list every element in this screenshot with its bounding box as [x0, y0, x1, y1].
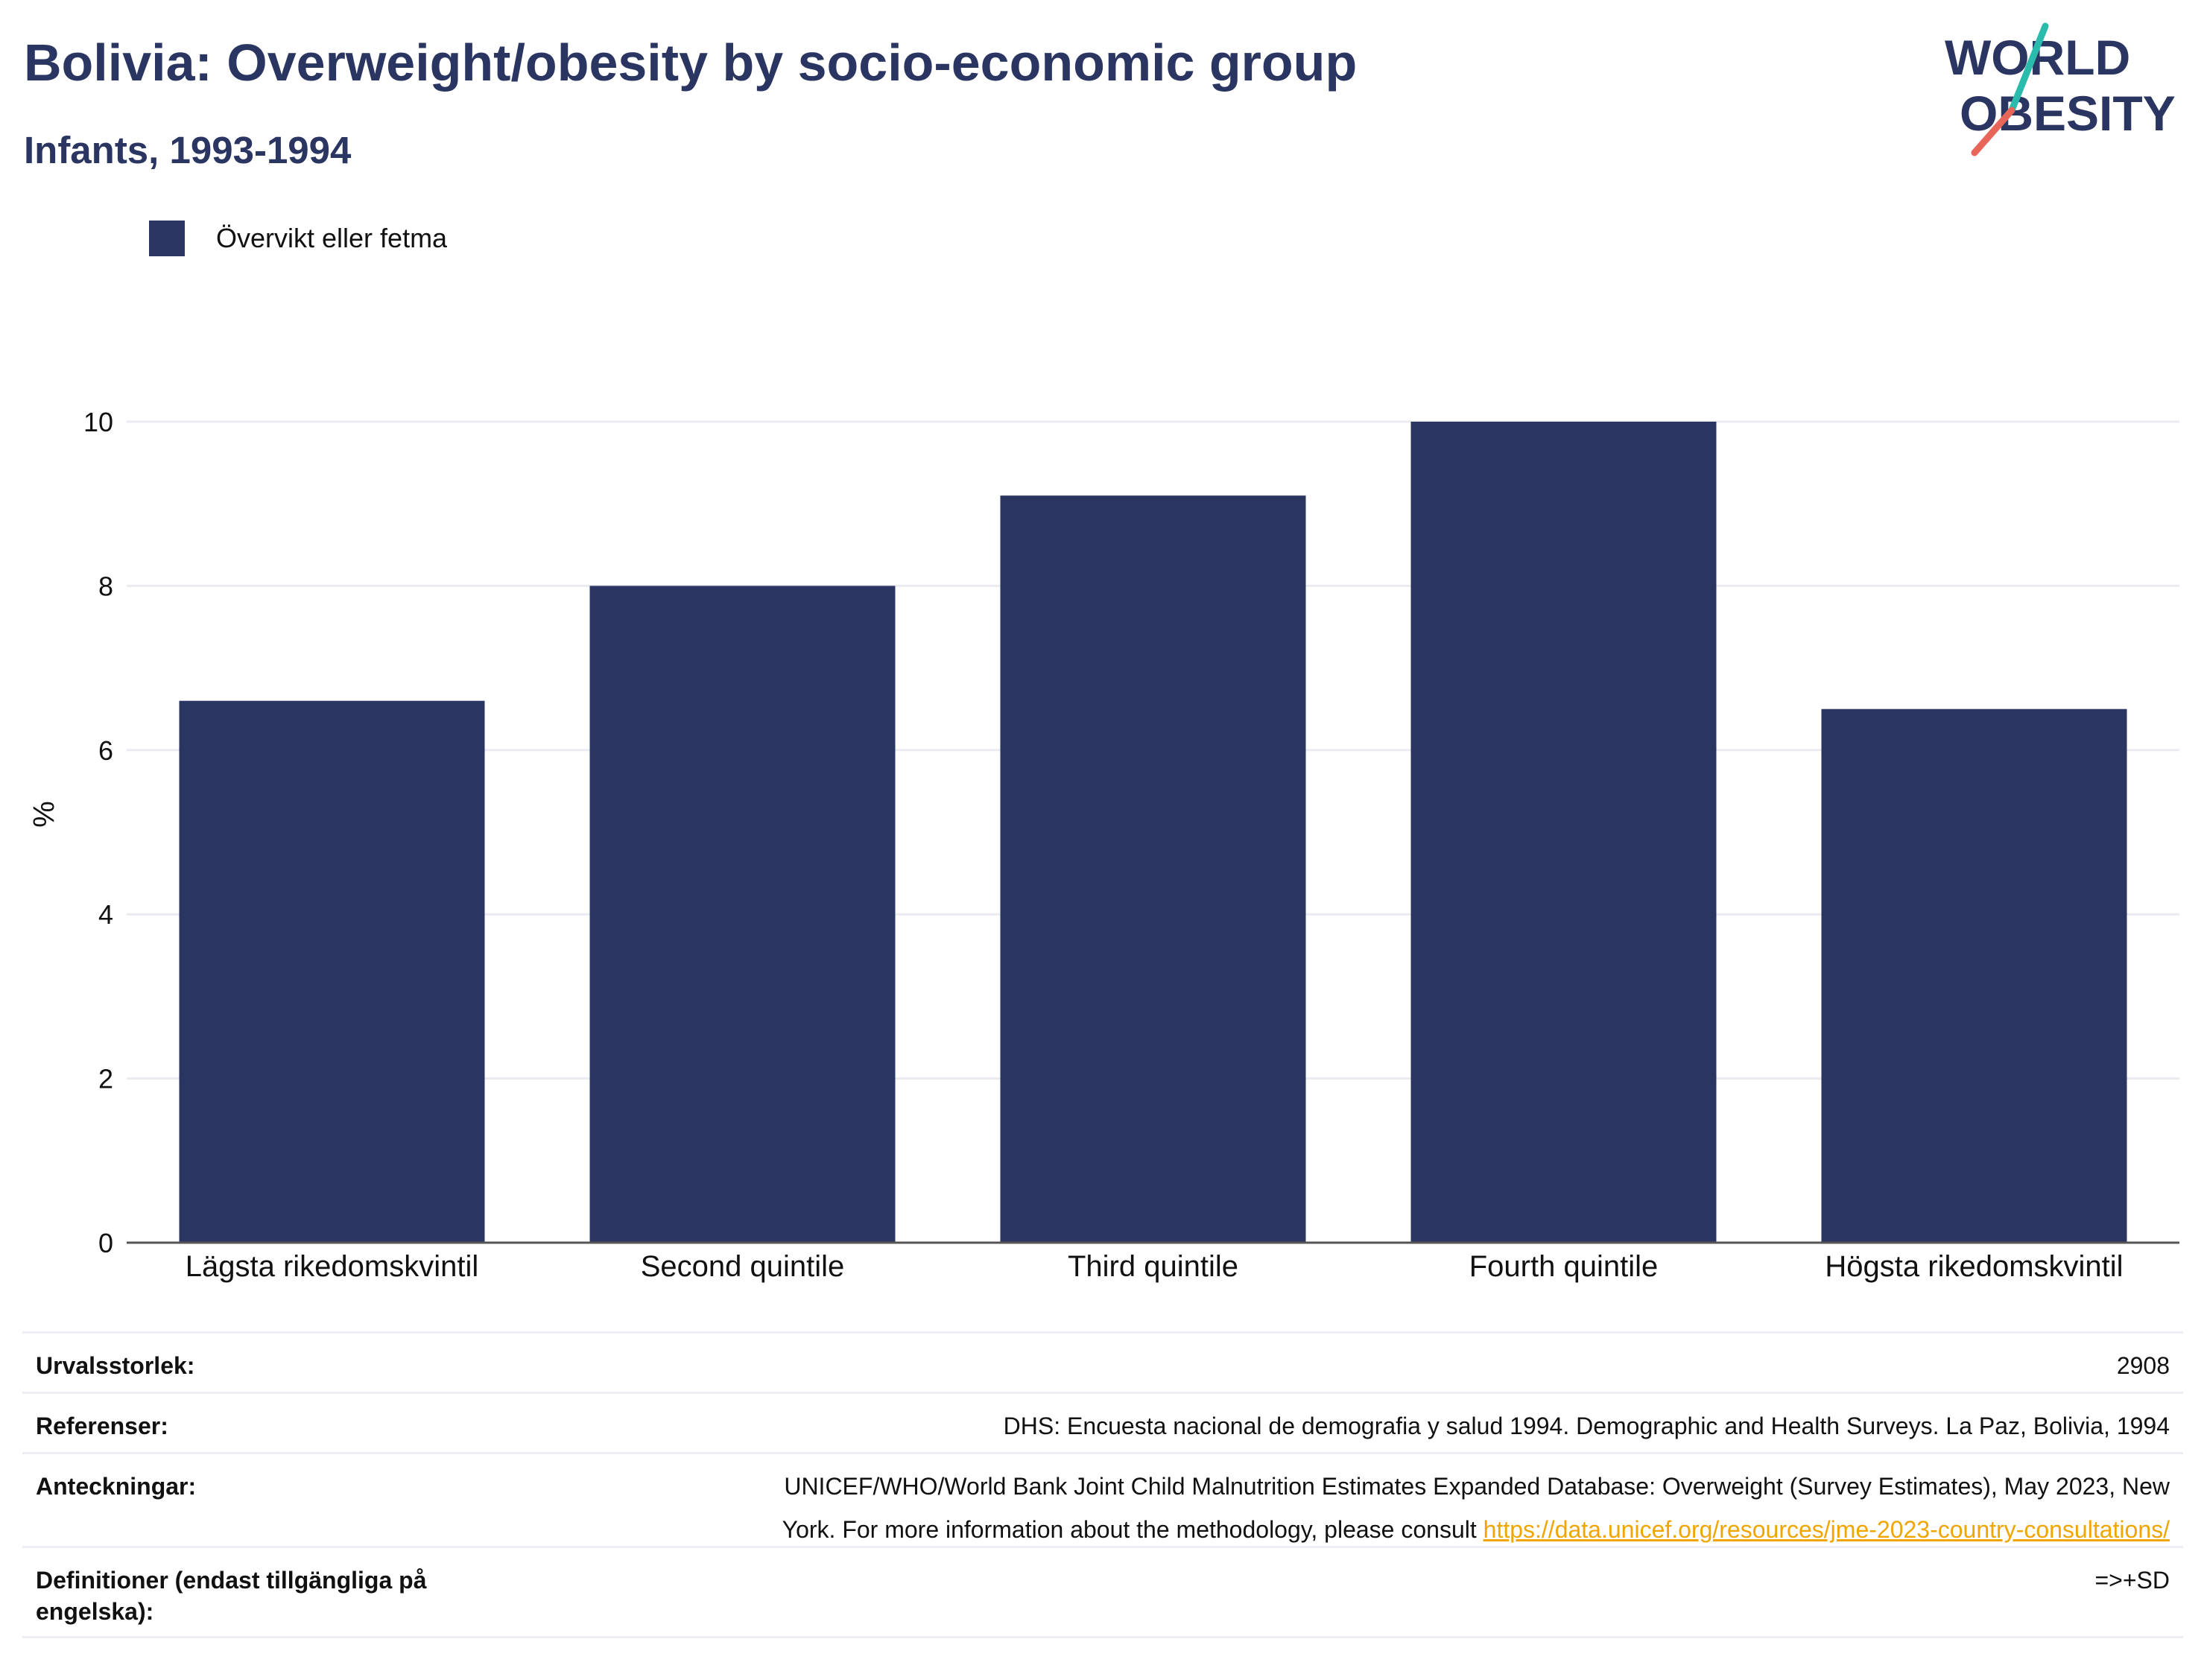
y-tick-label: 10 [83, 407, 113, 437]
meta-row-notes: Anteckningar: UNICEF/WHO/World Bank Join… [22, 1452, 2183, 1546]
bar [179, 700, 485, 1243]
world-obesity-logo: WORLD OBESITY [1945, 22, 2176, 156]
bar [1000, 495, 1306, 1243]
notes-value: UNICEF/WHO/World Bank Joint Child Malnut… [782, 1465, 2170, 1551]
y-tick-label: 8 [98, 571, 113, 601]
bar-chart: 0 2 4 6 8 10 Lägsta rikedomskvintil Second quin… [83, 407, 2179, 1283]
notes-label: Anteckningar: [36, 1473, 197, 1500]
bar [1410, 422, 1717, 1243]
y-tick-label: 0 [98, 1228, 113, 1258]
sample-size-value: 2908 [2116, 1352, 2170, 1379]
x-tick-label: Högsta rikedomskvintil [1825, 1250, 2123, 1283]
y-tick-label: 6 [98, 735, 113, 766]
meta-row-references: Referenser: DHS: Encuesta nacional de de… [22, 1392, 2183, 1452]
x-tick-label: Fourth quintile [1469, 1250, 1658, 1283]
legend-label: Övervikt eller fetma [216, 223, 448, 253]
methodology-link[interactable]: https://data.unicef.org/resources/jme-20… [1483, 1516, 2170, 1543]
legend-swatch [149, 221, 185, 256]
legend: Övervikt eller fetma [149, 221, 447, 256]
meta-row-sample: Urvalsstorlek: 2908 [22, 1331, 2183, 1392]
y-tick-label: 4 [98, 899, 113, 930]
definitions-label: Definitioner (endast tillgängliga på eng… [36, 1567, 427, 1625]
x-tick-label: Third quintile [1068, 1250, 1238, 1283]
chart-subtitle: Infants, 1993-1994 [24, 129, 352, 171]
y-tick-label: 2 [98, 1064, 113, 1094]
definitions-value: =>+SD [2094, 1567, 2170, 1594]
sample-size-label: Urvalsstorlek: [36, 1352, 195, 1379]
references-label: Referenser: [36, 1413, 168, 1439]
references-value: DHS: Encuesta nacional de demografia y s… [1003, 1413, 2170, 1439]
logo-slash-teal [2008, 22, 2049, 114]
logo-slash-coral [1971, 107, 2015, 156]
x-tick-label: Second quintile [641, 1250, 845, 1283]
meta-row-definitions: Definitioner (endast tillgängliga på eng… [22, 1546, 2183, 1638]
notes-text-line2: York. For more information about the met… [782, 1516, 1477, 1543]
bar [1821, 709, 2127, 1243]
bar [589, 586, 896, 1243]
metadata-table: Urvalsstorlek: 2908 Referenser: DHS: Enc… [22, 1331, 2183, 1638]
notes-text-line1: UNICEF/WHO/World Bank Joint Child Malnut… [784, 1473, 2170, 1500]
chart-title: Bolivia: Overweight/obesity by socio-eco… [24, 34, 1358, 92]
x-tick-label: Lägsta rikedomskvintil [186, 1250, 479, 1283]
